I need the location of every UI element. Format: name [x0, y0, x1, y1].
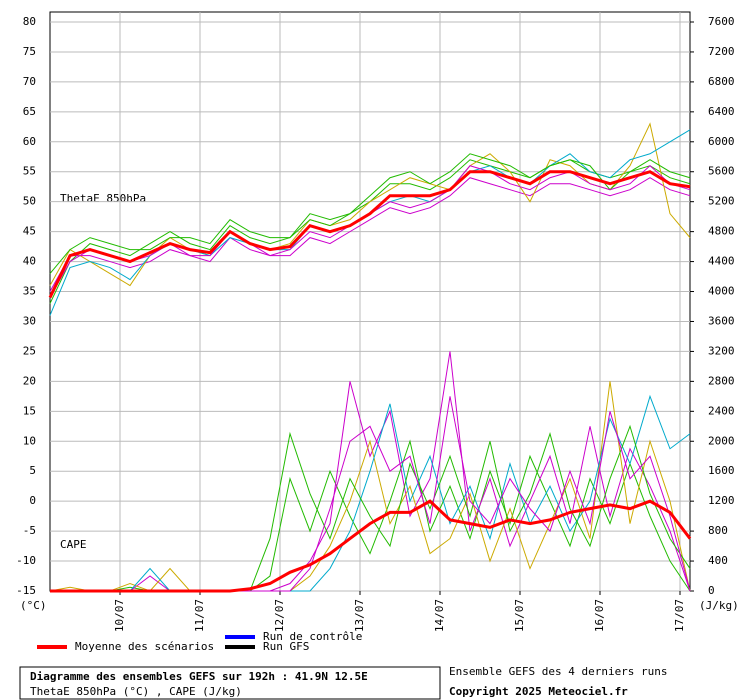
member-line: [49, 177, 691, 292]
x-tick-label: 16/07: [593, 599, 606, 632]
legend-label: Run GFS: [263, 640, 309, 653]
mean-line: [50, 499, 692, 593]
y-tick-label: 55: [23, 165, 36, 178]
y-tick-label: 45: [23, 225, 36, 238]
y2-tick-label: 1600: [708, 464, 735, 477]
y-tick-label: 20: [23, 374, 36, 387]
y2-tick-label: 6800: [708, 75, 735, 88]
x-tick-label: 10/07: [113, 599, 126, 632]
y-tick-label: 60: [23, 135, 36, 148]
y2-tick-label: 7200: [708, 45, 735, 58]
y2-tick-label: 4400: [708, 255, 735, 268]
y-tick-label: 40: [23, 255, 36, 268]
footer-right: Ensemble GEFS des 4 derniers runs: [449, 665, 668, 678]
y2-tick-label: 6000: [708, 135, 735, 148]
y-tick-label: 50: [23, 195, 36, 208]
x-tick-label: 13/07: [353, 599, 366, 632]
y-tick-label: 25: [23, 344, 36, 357]
y-tick-label: 15: [23, 404, 36, 417]
y2-tick-label: 0: [708, 584, 715, 597]
y-tick-label: 70: [23, 75, 36, 88]
y2-tick-label: 7600: [708, 15, 735, 28]
y2-tick-label: 2800: [708, 374, 735, 387]
y-tick-label: -15: [16, 584, 36, 597]
y2-tick-label: 1200: [708, 494, 735, 507]
y2-unit: (J/kg): [699, 599, 739, 612]
y-tick-label: -10: [16, 554, 36, 567]
y-tick-label: 0: [29, 494, 36, 507]
y-tick-label: 30: [23, 314, 36, 327]
member-line: [49, 153, 691, 274]
y2-tick-label: 2400: [708, 404, 735, 417]
y2-tick-label: 4000: [708, 285, 735, 298]
y-tick-label: 75: [23, 45, 36, 58]
y2-tick-label: 4800: [708, 225, 735, 238]
member-line: [49, 381, 691, 592]
y2-tick-label: 3200: [708, 344, 735, 357]
member-line: [50, 396, 691, 592]
y-tick-label: 5: [29, 464, 36, 477]
thetae-label: ThetaE 850hPa: [60, 192, 146, 205]
y-tick-label: 10: [23, 434, 36, 447]
legend-label: Moyenne des scénarios: [75, 640, 214, 653]
member-line: [50, 351, 691, 592]
mean-line: [48, 170, 691, 299]
y2-tick-label: 2000: [708, 434, 735, 447]
x-tick-label: 15/07: [513, 599, 526, 632]
y2-tick-label: 5600: [708, 165, 735, 178]
x-tick-label: 11/07: [193, 599, 206, 632]
y2-tick-label: 3600: [708, 314, 735, 327]
x-tick-label: 14/07: [433, 599, 446, 632]
y-tick-label: 35: [23, 285, 36, 298]
y2-tick-label: 6400: [708, 105, 735, 118]
member-line: [49, 129, 691, 316]
y-tick-label: 65: [23, 105, 36, 118]
cape-label: CAPE: [60, 538, 87, 551]
y2-tick-label: 5200: [708, 195, 735, 208]
y-tick-label: 80: [23, 15, 36, 28]
footer-title: Diagramme des ensembles GEFS sur 192h : …: [30, 670, 368, 683]
footer-box: [19, 666, 441, 700]
footer-subtitle: ThetaE 850hPa (°C) , CAPE (J/kg): [30, 685, 242, 698]
y2-tick-label: 400: [708, 554, 728, 567]
y-tick-label: -5: [23, 524, 36, 537]
x-tick-label: 12/07: [273, 599, 286, 632]
copyright: Copyright 2025 Meteociel.fr: [449, 685, 628, 698]
legend-label: Run de contrôle: [263, 630, 362, 643]
member-line: [50, 394, 691, 592]
x-tick-label: 17/07: [673, 599, 686, 632]
y-unit: (°C): [20, 599, 47, 612]
y2-tick-label: 800: [708, 524, 728, 537]
